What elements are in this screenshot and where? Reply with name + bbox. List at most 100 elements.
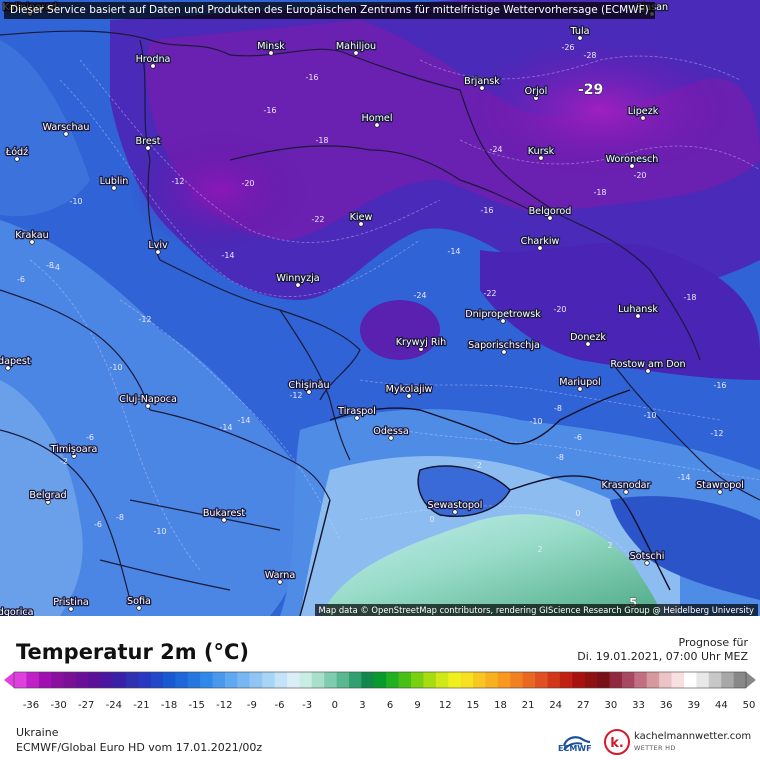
color-scale-swatch xyxy=(187,672,201,688)
color-scale-swatch xyxy=(125,672,139,688)
color-scale-tick-label: 39 xyxy=(687,700,700,711)
city-label: Podgorica xyxy=(0,607,34,616)
city-marker xyxy=(500,318,506,324)
isotherm-value: -8 xyxy=(556,453,564,462)
color-scale-swatch xyxy=(14,672,28,688)
color-scale-tick-label: 21 xyxy=(522,700,535,711)
city-label: Timişoara xyxy=(50,444,98,455)
color-scale-ticks: -36 -30 -27 -24 -21 -18 -15 -12 -9 -6 -3 0 3 6 9 12 15 18… xyxy=(23,700,756,711)
color-scale-swatch xyxy=(510,672,524,688)
map-credits: Map data © OpenStreetMap contributors, r… xyxy=(314,604,758,616)
isotherm-value: -6 xyxy=(17,275,25,284)
color-scale-swatch xyxy=(76,672,90,688)
city-marker xyxy=(629,163,635,169)
color-scale-swatch xyxy=(237,672,251,688)
city-marker xyxy=(640,115,646,121)
city-label: Warna xyxy=(265,570,296,581)
city-label: Mahiljou xyxy=(336,41,376,52)
city-label: Cluj-Napoca xyxy=(119,394,177,405)
city-marker xyxy=(635,313,641,319)
city-marker xyxy=(585,341,591,347)
isotherm-value: -22 xyxy=(483,289,496,298)
brand-name[interactable]: kachelmannwetter.com xyxy=(634,731,752,742)
city-marker xyxy=(136,605,142,611)
city-marker xyxy=(5,365,11,371)
color-scale: -36 -30 -27 -24 -21 -18 -15 -12 -9 -6 -3 0 3 6 9 12 15 18… xyxy=(4,671,756,711)
isotherm-value: -16 xyxy=(713,381,726,390)
color-scale-swatch xyxy=(386,672,400,688)
isotherm-labels: -16-18-16-14-12-10-8-6-20-22-24-26-28-20… xyxy=(17,43,727,554)
city-marker xyxy=(155,249,161,255)
city-marker xyxy=(295,282,301,288)
minimum-temperature-label: -29 xyxy=(578,82,603,98)
city-marker xyxy=(533,95,539,101)
city-label: Winnyzja xyxy=(276,273,319,284)
color-scale-swatch xyxy=(547,672,561,688)
isotherm-value: -12 xyxy=(138,315,151,324)
city-marker xyxy=(418,346,424,352)
color-scale-swatch xyxy=(336,672,350,688)
isotherm-value: 2 xyxy=(537,545,542,554)
color-scale-swatch xyxy=(473,672,487,688)
color-scale-swatch xyxy=(671,672,685,688)
isotherm-value: -12 xyxy=(289,391,302,400)
scale-left-arrow xyxy=(4,672,14,688)
scale-right-arrow xyxy=(746,672,756,688)
color-scale-swatch xyxy=(262,672,276,688)
city-marker xyxy=(63,131,69,137)
city-label: Orjol xyxy=(525,86,548,97)
isotherm-value: -6 xyxy=(86,433,94,442)
temperature-map[interactable]: KaliningradRjasanTulaHrodnaMinskMahiljou… xyxy=(0,0,760,616)
isotherm-value: -20 xyxy=(633,171,646,180)
color-scale-tick-label: 30 xyxy=(605,700,618,711)
city-label: Sewastopol xyxy=(428,500,483,511)
color-scale-swatch xyxy=(138,672,152,688)
isotherm-value: -10 xyxy=(643,411,656,420)
country-borders xyxy=(0,30,760,601)
color-scale-swatch xyxy=(63,672,77,688)
color-scale-tick-label: 33 xyxy=(632,700,645,711)
city-label: Mykolajiw xyxy=(386,384,433,395)
color-scale-swatch xyxy=(175,672,189,688)
color-scale-swatch xyxy=(609,672,623,688)
isotherm-value: -10 xyxy=(153,527,166,536)
isotherm-value: -14 xyxy=(237,416,250,425)
color-scale-swatch xyxy=(150,672,164,688)
color-scale-swatch xyxy=(38,672,52,688)
region-name: Ukraine xyxy=(16,726,59,739)
color-scale-tick-label: -21 xyxy=(133,700,149,711)
city-marker xyxy=(577,35,583,41)
isotherm-value: -20 xyxy=(553,305,566,314)
isotherm-lines xyxy=(29,55,760,571)
color-scale-swatch xyxy=(634,672,648,688)
west-lightest-field xyxy=(0,380,83,616)
city-marker xyxy=(71,453,77,459)
city-label: Donezk xyxy=(570,332,606,343)
color-scale-swatch xyxy=(572,672,586,688)
kachelmann-logo-icon[interactable]: k. xyxy=(604,729,630,755)
color-scale-tick-label: -12 xyxy=(216,700,232,711)
city-marker xyxy=(358,221,364,227)
isotherm-value: -10 xyxy=(109,363,122,372)
color-scale-tick-label: 12 xyxy=(439,700,452,711)
city-label: Hrodna xyxy=(136,54,171,65)
city-marker xyxy=(374,122,380,128)
city-label: Luhansk xyxy=(618,304,658,315)
city-label: Belgrad xyxy=(29,490,66,501)
color-scale-tick-label: -3 xyxy=(302,700,312,711)
city-label: Sofia xyxy=(127,596,151,607)
city-label: Łódź xyxy=(5,146,28,158)
color-scale-swatch xyxy=(597,672,611,688)
ecmwf-logo-icon xyxy=(562,736,591,751)
color-scale-swatch xyxy=(522,672,536,688)
color-scale-swatch xyxy=(435,672,449,688)
color-scale-tick-label: 15 xyxy=(466,700,479,711)
city-label: Warschau xyxy=(42,122,89,133)
city-label: Krywyj Rih xyxy=(396,337,447,348)
map-canvas: KaliningradRjasanTulaHrodnaMinskMahiljou… xyxy=(0,0,760,616)
color-scale-swatch xyxy=(26,672,40,688)
city-marker xyxy=(111,185,117,191)
color-scale-swatch xyxy=(113,672,127,688)
city-label: Charkiw xyxy=(521,236,560,247)
city-marker xyxy=(388,435,394,441)
